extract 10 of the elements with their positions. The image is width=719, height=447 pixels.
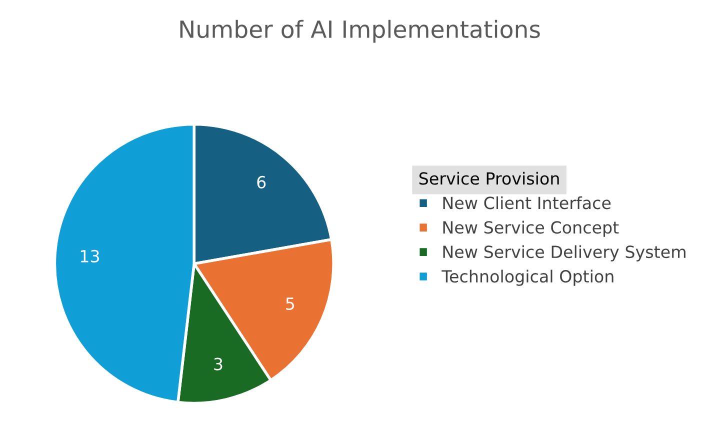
data-label: 13 — [80, 250, 99, 262]
data-label: 5 — [286, 298, 294, 310]
data-label: 3 — [214, 358, 222, 370]
legend-label: New Client Interface — [443, 196, 611, 210]
legend-label: New Service Concept — [443, 220, 619, 237]
chart-title: Number of AI Implementations — [180, 20, 540, 43]
legend-title: Service Provision — [419, 172, 559, 185]
legend-label: Technological Option — [442, 270, 614, 286]
legend-label: New Service Delivery System — [443, 245, 686, 262]
data-label: 6 — [257, 176, 266, 188]
